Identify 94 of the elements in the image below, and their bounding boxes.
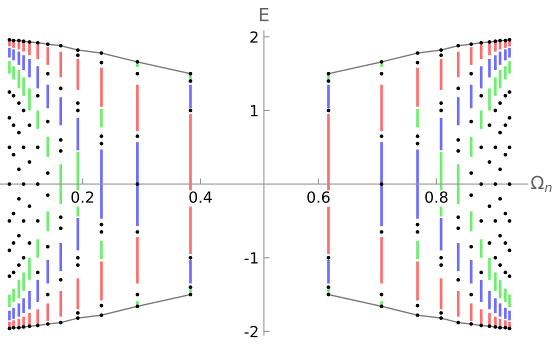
line-series	[328, 294, 510, 330]
x-tick-label: 0.6	[307, 191, 330, 203]
bar	[12, 49, 15, 60]
bar	[28, 258, 31, 280]
bar	[498, 303, 502, 317]
bar	[498, 70, 502, 88]
x-axis-title: Ω$_{n}$	[531, 176, 552, 192]
bar	[504, 308, 507, 319]
bar	[28, 88, 31, 110]
bar	[18, 52, 20, 65]
bar	[36, 239, 40, 258]
bar	[46, 84, 50, 108]
bar	[59, 290, 62, 317]
bar	[46, 136, 50, 157]
bar	[59, 52, 62, 78]
bar	[508, 48, 511, 58]
x-tick-label: 0.8	[425, 191, 448, 203]
bar	[18, 280, 20, 298]
bar	[76, 218, 80, 250]
bar	[480, 110, 483, 129]
line-series	[8, 294, 192, 330]
bar	[46, 211, 50, 232]
bar	[18, 70, 20, 88]
bar	[76, 278, 80, 310]
x-tick-label: 0.2	[71, 191, 94, 203]
bar	[470, 84, 473, 108]
y-tick-label: -2	[244, 326, 258, 338]
bar	[59, 97, 62, 126]
bar	[488, 290, 491, 310]
bar	[12, 308, 15, 319]
bar	[100, 240, 103, 260]
bar	[504, 49, 507, 60]
bar	[488, 88, 491, 110]
bar	[470, 211, 473, 232]
bar	[494, 298, 497, 313]
line-series	[328, 39, 510, 74]
bar	[416, 240, 419, 260]
bar	[36, 280, 40, 302]
bar	[456, 52, 460, 78]
bar	[59, 164, 62, 204]
bar	[488, 58, 491, 78]
bar	[100, 261, 103, 300]
bar	[136, 237, 139, 284]
bar	[494, 77, 497, 96]
bar	[380, 142, 383, 226]
x-tick-label: 0.4	[189, 191, 212, 203]
bar	[28, 58, 31, 78]
bar	[416, 68, 419, 107]
bar	[380, 237, 383, 284]
bar	[480, 66, 483, 88]
bar	[22, 55, 25, 70]
bar	[28, 290, 31, 310]
bar	[380, 84, 383, 132]
bar	[494, 55, 497, 70]
bar	[46, 260, 50, 284]
bar	[440, 218, 442, 250]
bar	[494, 272, 497, 291]
y-axis-title: E	[260, 8, 268, 22]
bar	[480, 280, 483, 302]
bar	[76, 118, 80, 150]
bar	[488, 258, 491, 280]
bar	[100, 68, 103, 107]
y-tick-label: 2	[250, 31, 258, 43]
line-series	[8, 39, 192, 74]
bar	[470, 260, 473, 284]
bar	[22, 298, 25, 313]
bar	[22, 272, 25, 291]
bar	[8, 310, 11, 320]
bar	[36, 110, 40, 129]
bar	[8, 48, 11, 58]
bar	[416, 261, 419, 300]
bar	[440, 278, 442, 310]
y-tick-label: -1	[244, 252, 258, 264]
bar	[136, 142, 139, 226]
bar	[416, 150, 419, 219]
bar	[416, 109, 419, 128]
bar	[508, 310, 511, 320]
bar	[100, 150, 103, 219]
bar	[136, 84, 139, 132]
bar	[470, 136, 473, 157]
bar	[498, 52, 502, 65]
bar	[498, 280, 502, 298]
bar	[59, 243, 62, 271]
bar	[456, 290, 460, 317]
bar	[456, 243, 460, 271]
bar	[440, 118, 442, 150]
bar	[22, 77, 25, 96]
bar	[456, 164, 460, 204]
bar	[456, 97, 460, 126]
y-tick-label: 1	[251, 105, 258, 116]
bar	[18, 303, 20, 317]
bar	[100, 109, 103, 128]
bar	[480, 239, 483, 258]
bar	[36, 66, 40, 88]
